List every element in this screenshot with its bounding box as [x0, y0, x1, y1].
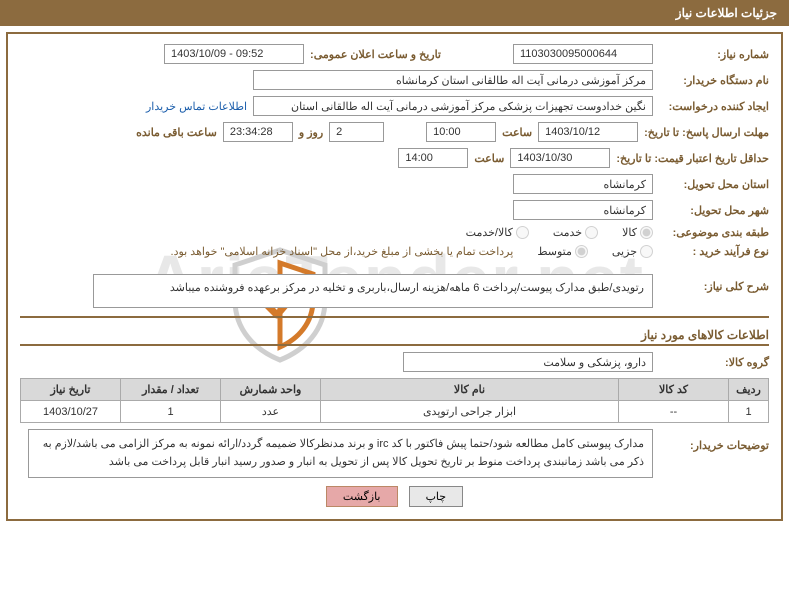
button-row: چاپ بازگشت — [20, 486, 769, 507]
min-valid-time: 14:00 — [398, 148, 468, 168]
overview-label: شرح کلی نیاز: — [659, 274, 769, 293]
cell-unit: عدد — [221, 401, 321, 423]
col-row: ردیف — [729, 379, 769, 401]
table-header-row: ردیف کد کالا نام کالا واحد شمارش تعداد /… — [21, 379, 769, 401]
need-no-label: شماره نیاز: — [659, 48, 769, 61]
cell-date: 1403/10/27 — [21, 401, 121, 423]
col-date: تاریخ نیاز — [21, 379, 121, 401]
deadline-send-date: 1403/10/12 — [538, 122, 638, 142]
radio-minor[interactable] — [640, 245, 653, 258]
col-qty: تعداد / مقدار — [121, 379, 221, 401]
buyer-org-field: مرکز آموزشی درمانی آیت اله طالقانی استان… — [253, 70, 653, 90]
overview-box: رتویدی/طبق مدارک پیوست/پرداخت 6 ماهه/هزی… — [93, 274, 653, 308]
buyer-notes-label: توضیحات خریدار: — [659, 429, 769, 452]
radio-medium[interactable] — [575, 245, 588, 258]
province-field: کرمانشاه — [513, 174, 653, 194]
cat-both-radio[interactable]: کالا/خدمت — [466, 226, 529, 239]
time-label-1: ساعت — [502, 126, 532, 139]
back-button[interactable]: بازگشت — [326, 486, 398, 507]
pay-note: پرداخت تمام یا بخشی از مبلغ خرید،از محل … — [171, 245, 514, 258]
proc-minor-radio[interactable]: جزیی — [612, 245, 653, 258]
days-remaining: 2 — [329, 122, 384, 142]
panel-header: جزئیات اطلاعات نیاز — [0, 0, 789, 26]
cell-name: ابزار جراحی ارتوپدی — [321, 401, 619, 423]
deadline-send-label: مهلت ارسال پاسخ: تا تاریخ: — [644, 126, 769, 139]
province-label: استان محل تحویل: — [659, 178, 769, 191]
radio-goods[interactable] — [640, 226, 653, 239]
cell-row: 1 — [729, 401, 769, 423]
buyer-notes-box: مدارک پیوستی کامل مطالعه شود/حتما پیش فا… — [28, 429, 653, 478]
time-label-2: ساعت — [474, 152, 504, 165]
city-field: کرمانشاه — [513, 200, 653, 220]
cat-service-radio[interactable]: خدمت — [553, 226, 598, 239]
requester-field: نگین خدادوست تجهیزات پزشکی مرکز آموزشی د… — [253, 96, 653, 116]
group-label: گروه کالا: — [659, 356, 769, 369]
panel-title: جزئیات اطلاعات نیاز — [676, 6, 777, 20]
cell-qty: 1 — [121, 401, 221, 423]
city-label: شهر محل تحویل: — [659, 204, 769, 217]
print-button[interactable]: چاپ — [409, 486, 464, 507]
announce-field: 1403/10/09 - 09:52 — [164, 44, 304, 64]
process-label: نوع فرآیند خرید : — [659, 245, 769, 258]
cat-goods-radio[interactable]: کالا — [622, 226, 653, 239]
buyer-contact-link[interactable]: اطلاعات تماس خریدار — [146, 100, 247, 113]
col-name: نام کالا — [321, 379, 619, 401]
radio-both[interactable] — [516, 226, 529, 239]
category-label: طبقه بندی موضوعی: — [659, 226, 769, 239]
buyer-org-label: نام دستگاه خریدار: — [659, 74, 769, 87]
min-valid-date: 1403/10/30 — [510, 148, 610, 168]
group-field: دارو، پزشکی و سلامت — [403, 352, 653, 372]
cell-code: -- — [619, 401, 729, 423]
deadline-send-time: 10:00 — [426, 122, 496, 142]
remaining-label: ساعت باقی مانده — [136, 126, 217, 139]
goods-section-title: اطلاعات کالاهای مورد نیاز — [20, 328, 769, 346]
goods-table: ردیف کد کالا نام کالا واحد شمارش تعداد /… — [20, 378, 769, 423]
requester-label: ایجاد کننده درخواست: — [659, 100, 769, 113]
days-label: روز و — [299, 126, 323, 139]
col-unit: واحد شمارش — [221, 379, 321, 401]
col-code: کد کالا — [619, 379, 729, 401]
table-row: 1 -- ابزار جراحی ارتوپدی عدد 1 1403/10/2… — [21, 401, 769, 423]
proc-medium-radio[interactable]: متوسط — [537, 245, 588, 258]
need-no-field: 1103030095000644 — [513, 44, 653, 64]
main-frame: شماره نیاز: 1103030095000644 تاریخ و ساع… — [6, 32, 783, 521]
time-remaining: 23:34:28 — [223, 122, 293, 142]
announce-label: تاریخ و ساعت اعلان عمومی: — [310, 48, 441, 61]
radio-service[interactable] — [585, 226, 598, 239]
min-valid-label: حداقل تاریخ اعتبار قیمت: تا تاریخ: — [616, 152, 769, 165]
